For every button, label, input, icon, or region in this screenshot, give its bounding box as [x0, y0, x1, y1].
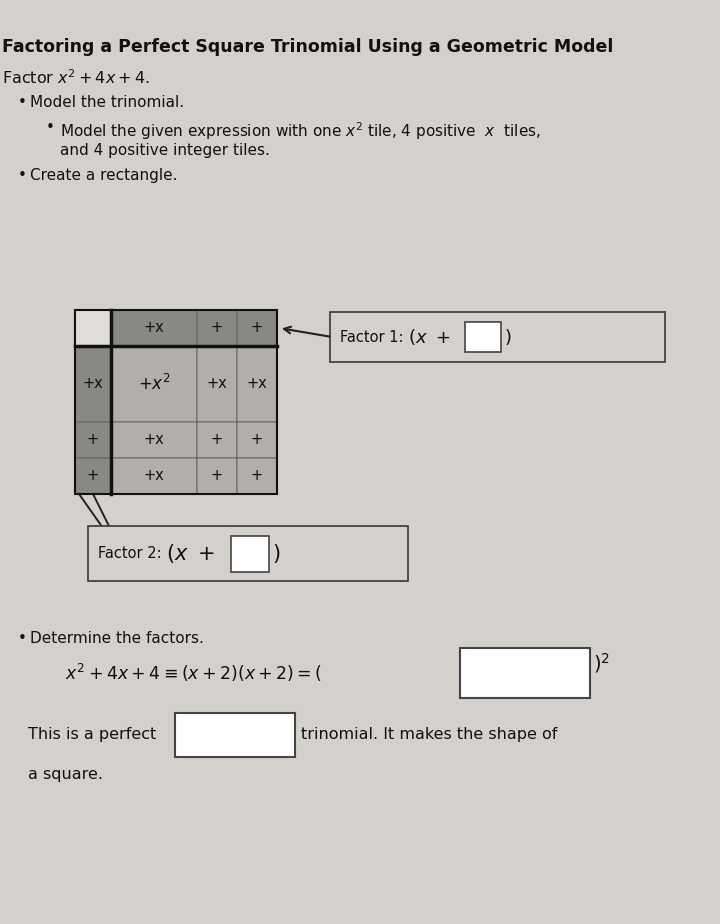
Text: +: +	[211, 432, 223, 447]
Text: +: +	[87, 468, 99, 483]
FancyBboxPatch shape	[75, 346, 111, 422]
Text: trinomial. It makes the shape of: trinomial. It makes the shape of	[301, 727, 557, 743]
Text: •: •	[18, 168, 27, 183]
Text: Factor $x^2 + 4x + 4$.: Factor $x^2 + 4x + 4$.	[2, 68, 150, 87]
Bar	[75, 310, 277, 494]
FancyBboxPatch shape	[197, 346, 237, 422]
Bar	[231, 536, 269, 572]
Text: •: •	[18, 631, 27, 646]
Text: +x: +x	[247, 376, 267, 392]
Bar	[465, 322, 501, 352]
Text: $)$: $)$	[504, 327, 511, 347]
Text: +: +	[87, 432, 99, 447]
Text: $)^2$: $)^2$	[593, 651, 610, 675]
FancyBboxPatch shape	[197, 422, 237, 458]
Text: $)$: $)$	[272, 542, 280, 565]
Text: +: +	[211, 468, 223, 483]
Text: Model the given expression with one $x^2$ tile, 4 positive  $x$  tiles,: Model the given expression with one $x^2…	[60, 120, 541, 141]
Text: $(x\ +$: $(x\ +$	[408, 327, 450, 347]
FancyBboxPatch shape	[111, 422, 197, 458]
FancyBboxPatch shape	[237, 346, 277, 422]
Text: +x: +x	[83, 376, 104, 392]
Text: Determine the factors.: Determine the factors.	[30, 631, 204, 646]
FancyBboxPatch shape	[237, 458, 277, 494]
Text: +x: +x	[207, 376, 228, 392]
Text: $(x\ +$: $(x\ +$	[166, 542, 215, 565]
Bar	[175, 713, 295, 757]
Text: Create a rectangle.: Create a rectangle.	[30, 168, 178, 183]
Text: Model the trinomial.: Model the trinomial.	[30, 95, 184, 110]
Text: •: •	[18, 95, 27, 110]
FancyBboxPatch shape	[237, 310, 277, 346]
FancyBboxPatch shape	[197, 458, 237, 494]
Text: $x^2 + 4x + 4 \equiv (x + 2)(x + 2) = ($: $x^2 + 4x + 4 \equiv (x + 2)(x + 2) = ($	[65, 662, 323, 684]
FancyBboxPatch shape	[330, 312, 665, 362]
Text: •: •	[46, 120, 55, 135]
Text: +x: +x	[143, 468, 164, 483]
Text: Factoring a Perfect Square Trinomial Using a Geometric Model: Factoring a Perfect Square Trinomial Usi…	[2, 38, 613, 56]
Text: +: +	[211, 321, 223, 335]
Text: +x: +x	[143, 321, 164, 335]
FancyBboxPatch shape	[75, 458, 111, 494]
FancyBboxPatch shape	[197, 310, 237, 346]
Text: +: +	[251, 468, 263, 483]
FancyBboxPatch shape	[75, 310, 111, 346]
Text: +: +	[251, 432, 263, 447]
FancyBboxPatch shape	[237, 422, 277, 458]
Text: and 4 positive integer tiles.: and 4 positive integer tiles.	[60, 143, 270, 158]
FancyBboxPatch shape	[111, 346, 197, 422]
FancyBboxPatch shape	[88, 526, 408, 581]
Text: +x: +x	[143, 432, 164, 447]
FancyBboxPatch shape	[111, 310, 197, 346]
FancyBboxPatch shape	[111, 458, 197, 494]
Text: $+x^2$: $+x^2$	[138, 374, 171, 394]
Text: This is a perfect: This is a perfect	[28, 727, 156, 743]
Text: Factor 1:: Factor 1:	[340, 330, 408, 345]
Text: Factor 2:: Factor 2:	[98, 546, 166, 561]
Text: a square.: a square.	[28, 768, 103, 783]
Text: +: +	[251, 321, 263, 335]
Bar	[460, 648, 590, 698]
FancyBboxPatch shape	[75, 422, 111, 458]
